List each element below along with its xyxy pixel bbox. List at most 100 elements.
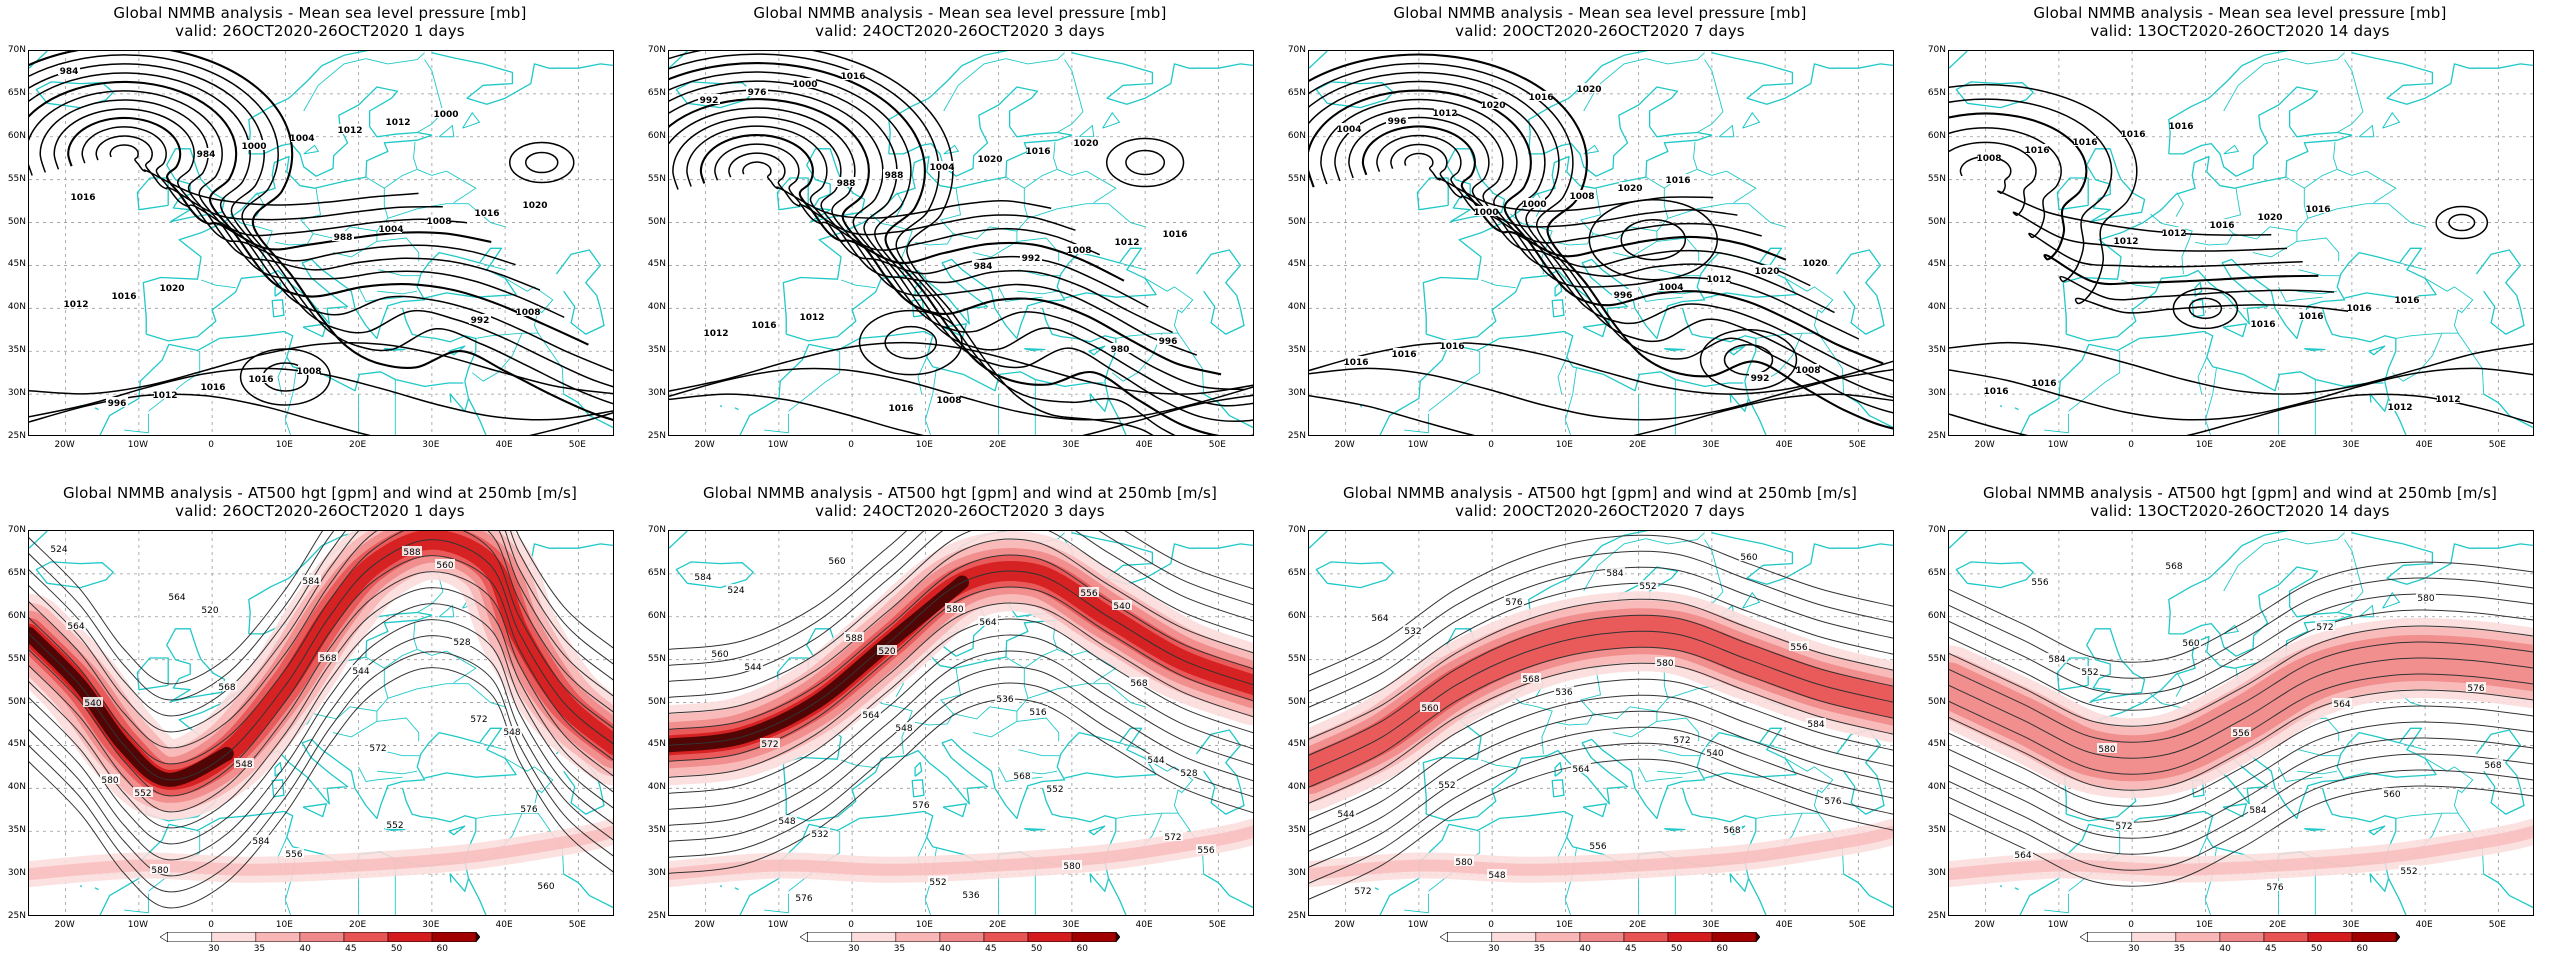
panel-title: Global NMMB analysis - AT500 hgt [gpm] a…	[62, 484, 578, 502]
height-label: 564	[67, 622, 84, 632]
lon-tick-label: 20W	[694, 920, 715, 930]
lat-tick-label: 50N	[7, 216, 26, 227]
lat-tick-label: 40N	[647, 782, 666, 793]
lat-tick-label: 40N	[1287, 302, 1306, 313]
lon-tick-label: 10E	[2195, 920, 2213, 930]
colorbar-tick-label: 45	[345, 944, 357, 954]
lat-tick-label: 25N	[7, 431, 26, 441]
lat-tick-label: 60N	[1287, 610, 1306, 621]
lon-tick-label: 30E	[2342, 440, 2360, 450]
height-label: 560	[537, 882, 554, 892]
isobar-label: 1016	[840, 72, 865, 82]
lat-tick-label: 35N	[647, 345, 666, 356]
lat-tick-label: 40N	[647, 302, 666, 313]
height-label: 552	[929, 878, 946, 888]
panel-subtitle: valid: 24OCT2020-26OCT2020 3 days	[815, 22, 1105, 40]
lon-tick-label: 40E	[1135, 440, 1153, 450]
map-area: 524 520 516 528 532 536 540 544 548 552 556 560 564 5…	[668, 530, 1254, 916]
height-label: 552	[386, 821, 403, 831]
lon-tick-label: 20E	[989, 440, 1007, 450]
lon-tick-label: 50E	[1208, 440, 1226, 450]
panel-title: Global NMMB analysis - Mean sea level pr…	[753, 4, 1167, 22]
isobar-label: 1012	[337, 126, 362, 136]
lon-tick-label: 30E	[1702, 920, 1720, 930]
isobar-label: 984	[60, 67, 79, 77]
lat-tick-label: 40N	[1927, 782, 1946, 793]
isobar-label: 1012	[2113, 237, 2138, 247]
isobar-label: 1000	[1473, 208, 1498, 218]
map-svg: 992 988 984 980 976 988 992 996 1000 1004 1008 1012…	[669, 51, 1253, 435]
height-label: 548	[1488, 871, 1505, 881]
isobar-label: 1020	[2257, 213, 2282, 223]
mslp-map-panel-4: Global NMMB analysis - Mean sea level pr…	[1920, 0, 2560, 480]
lon-tick-label: 20W	[694, 440, 715, 450]
isobar-label: 1012	[2387, 403, 2412, 413]
isobar-label: 1004	[378, 225, 403, 235]
isobar-label: 1016	[111, 292, 136, 302]
isobar-label: 992	[700, 96, 719, 106]
lat-tick-label: 55N	[7, 173, 26, 184]
isobar-label: 1012	[2435, 395, 2460, 405]
isobar-label: 1004	[1658, 283, 1683, 293]
height-label: 576	[912, 801, 929, 811]
isobar-label: 984	[197, 150, 216, 160]
lon-tick-label: 10E	[1555, 440, 1573, 450]
lat-tick-label: 25N	[1927, 911, 1946, 921]
lat-tick-label: 45N	[1927, 259, 1946, 270]
lon-tick-label: 50E	[1848, 440, 1866, 450]
height-label: 564	[979, 618, 996, 628]
height-label: 576	[520, 805, 537, 815]
lat-tick-label: 55N	[7, 653, 26, 664]
height-label: 552	[2400, 867, 2417, 877]
height-label: 572	[1164, 833, 1181, 843]
isobar-label: 1004	[929, 163, 954, 173]
height-label: 572	[369, 744, 386, 754]
height-label: 572	[761, 740, 778, 750]
height-label: 556	[1080, 589, 1097, 599]
height-label: 520	[201, 606, 218, 616]
lat-tick-label: 50N	[1927, 216, 1946, 227]
height-label: 580	[1063, 862, 1080, 872]
lon-tick-label: 50E	[2488, 920, 2506, 930]
lat-tick-label: 25N	[1927, 431, 1946, 441]
isobar-label: 992	[471, 316, 490, 326]
isobar-label: 1012	[1706, 275, 1731, 285]
height-label: 576	[795, 894, 812, 904]
isobar-label: 1008	[1976, 154, 2001, 164]
lat-tick-label: 70N	[647, 525, 666, 535]
height-label: 544	[352, 667, 369, 677]
height-label: 576	[2266, 883, 2283, 893]
lat-tick-label: 70N	[1927, 525, 1946, 535]
mslp-map-panel-1: Global NMMB analysis - Mean sea level pr…	[0, 0, 640, 480]
isobar-label: 996	[1614, 291, 1633, 301]
height-label: 580	[101, 776, 118, 786]
isobar-label: 1000	[792, 80, 817, 90]
height-label: 580	[1455, 858, 1472, 868]
lat-tick-label: 65N	[7, 567, 26, 578]
isobar-label: 1016	[1983, 387, 2008, 397]
height-label: 552	[134, 789, 151, 799]
lat-tick-label: 45N	[1287, 739, 1306, 750]
isobar-label: 1008	[1569, 192, 1594, 202]
lon-tick-label: 40E	[2415, 920, 2433, 930]
isobar-label: 1020	[1754, 267, 1779, 277]
panel-title: Global NMMB analysis - Mean sea level pr…	[2033, 4, 2447, 22]
height-label: 548	[895, 724, 912, 734]
lat-tick-label: 45N	[7, 739, 26, 750]
height-label: 568	[319, 654, 336, 664]
isobar-label: 1016	[2024, 146, 2049, 156]
lon-tick-label: 40E	[495, 440, 513, 450]
panel-title: Global NMMB analysis - AT500 hgt [gpm] a…	[702, 484, 1218, 502]
colorbar-tick-label: 60	[436, 944, 448, 954]
lat-tick-label: 55N	[647, 173, 666, 184]
lon-tick-label: 20E	[2269, 440, 2287, 450]
lat-tick-label: 25N	[7, 911, 26, 921]
lat-tick-label: 45N	[1287, 259, 1306, 270]
isobar-label: 1012	[63, 300, 88, 310]
colorbar-tick-label: 40	[1579, 944, 1591, 954]
height-label: 568	[1130, 679, 1147, 689]
isobar-label: 992	[1751, 374, 1770, 384]
lat-tick-label: 60N	[647, 130, 666, 141]
height-label: 560	[1740, 553, 1757, 563]
lon-tick-label: 20E	[1629, 920, 1647, 930]
